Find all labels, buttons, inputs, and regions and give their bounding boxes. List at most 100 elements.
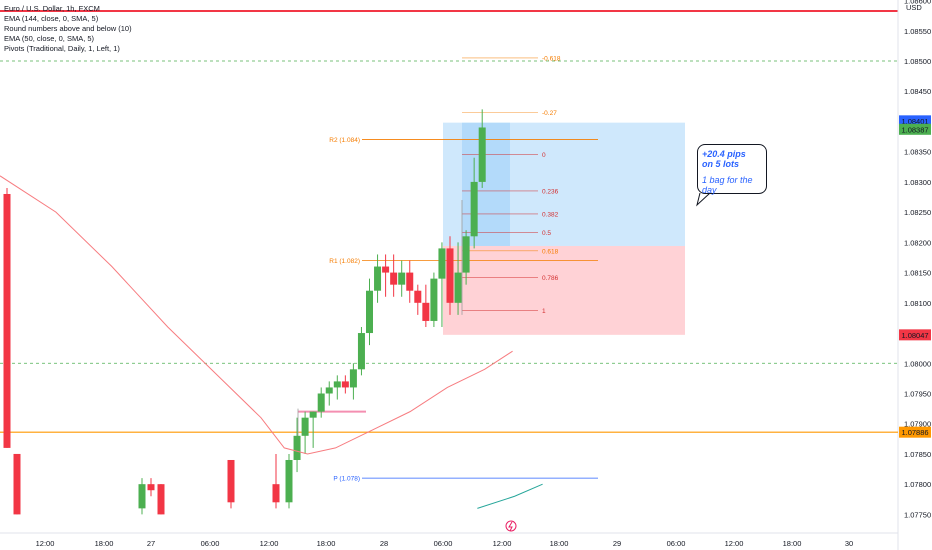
callout-tail [696, 192, 711, 207]
x-tick-label: 12:00 [36, 539, 55, 548]
fib-level-label: 1 [542, 308, 546, 315]
fib-level-label: 0.5 [542, 230, 551, 237]
candle-body[interactable] [446, 248, 454, 303]
x-tick-label: 12:00 [725, 539, 744, 548]
candle-body[interactable] [138, 484, 146, 509]
candle-body[interactable] [157, 484, 165, 515]
candle-body[interactable] [390, 272, 398, 285]
candle-body[interactable] [3, 193, 11, 448]
candle-body[interactable] [470, 181, 478, 237]
stop-zone[interactable] [443, 245, 685, 335]
candle-body[interactable] [285, 459, 293, 503]
price-badge [899, 115, 931, 127]
candle-body[interactable] [341, 381, 349, 388]
callout-note: 1 bag for the day [702, 175, 753, 195]
target-highlight [462, 122, 510, 246]
x-tick-label: 06:00 [201, 539, 220, 548]
price-badge-label: 1.07886 [901, 428, 928, 437]
y-tick-label: 1.07800 [904, 480, 931, 489]
fib-level-label: 0 [542, 152, 546, 159]
pivot-label: P (1.078) [333, 476, 360, 483]
indicator-pivots[interactable]: Pivots (Traditional, Daily, 1, Left, 1) [4, 44, 120, 53]
y-tick-label: 1.07950 [904, 389, 931, 398]
y-tick-label: 1.08150 [904, 269, 931, 278]
candle-body[interactable] [309, 411, 317, 418]
price-badge [899, 329, 931, 341]
y-tick-label: 1.08250 [904, 208, 931, 217]
chart-legend: Euro / U.S. Dollar, 1h, FXCM EMA (144, c… [4, 4, 132, 54]
candle-body[interactable] [301, 417, 309, 436]
candle-body[interactable] [430, 278, 438, 321]
candle-body[interactable] [325, 387, 333, 394]
currency-label: USD [906, 3, 922, 12]
y-tick-label: 1.08300 [904, 178, 931, 187]
candle-body[interactable] [366, 290, 373, 334]
candle-body[interactable] [454, 272, 462, 303]
x-tick-label: 18:00 [783, 539, 802, 548]
y-tick-label: 1.08100 [904, 299, 931, 308]
candle-body[interactable] [357, 333, 365, 370]
ema50-line[interactable] [0, 175, 513, 455]
x-tick-label: 12:00 [493, 539, 512, 548]
y-tick-label: 1.07900 [904, 420, 931, 429]
candle-body[interactable] [414, 290, 422, 303]
candle-body[interactable] [462, 236, 470, 273]
candle-body[interactable] [13, 453, 21, 515]
y-tick-label: 1.08550 [904, 27, 931, 36]
y-tick-label: 1.08200 [904, 238, 931, 247]
price-badge [899, 123, 931, 135]
x-tick-label: 27 [147, 539, 155, 548]
trade-result-callout[interactable]: +20.4 pips on 5 lots 1 bag for the day [697, 144, 767, 194]
symbol-title[interactable]: Euro / U.S. Dollar, 1h, FXCM [4, 4, 100, 13]
candle-body[interactable] [382, 266, 390, 273]
candle-body[interactable] [422, 302, 430, 321]
candle-body[interactable] [272, 484, 280, 503]
candle-body[interactable] [438, 248, 446, 279]
x-tick-label: 18:00 [550, 539, 569, 548]
price-badge [899, 426, 931, 438]
ema144-line[interactable] [477, 483, 543, 509]
event-icon[interactable] [505, 520, 517, 532]
fib-level-label: 0.236 [542, 188, 559, 195]
candle-body[interactable] [406, 272, 414, 291]
y-tick-label: 1.07750 [904, 510, 931, 519]
fib-level-label: 0.786 [542, 275, 559, 282]
indicator-ema50[interactable]: EMA (50, close, 0, SMA, 5) [4, 34, 95, 43]
fib-level-label: 0.618 [542, 248, 559, 255]
pivot-label: R1 (1.082) [329, 258, 360, 265]
candle-body[interactable] [478, 127, 486, 182]
callout-pips: +20.4 pips [702, 149, 746, 159]
candle-body[interactable] [349, 369, 357, 388]
candle-body[interactable] [374, 266, 382, 291]
y-tick-label: 1.08000 [904, 359, 931, 368]
y-tick-label: 1.07850 [904, 450, 931, 459]
candle-body[interactable] [333, 381, 341, 388]
x-tick-label: 18:00 [317, 539, 336, 548]
y-tick-label: 1.08500 [904, 57, 931, 66]
price-badge-label: 1.08401 [901, 117, 928, 126]
pivot-label: R2 (1.084) [329, 137, 360, 144]
x-tick-label: 28 [380, 539, 388, 548]
candle-body[interactable] [227, 459, 235, 503]
candle-body[interactable] [398, 272, 406, 285]
x-tick-label: 29 [613, 539, 621, 548]
candle-body[interactable] [147, 484, 155, 491]
callout-lots: on 5 lots [702, 158, 740, 169]
indicator-ema144[interactable]: EMA (144, close, 0, SMA, 5) [4, 14, 99, 23]
y-tick-label: 1.08600 [904, 0, 931, 6]
x-tick-label: 12:00 [260, 539, 279, 548]
x-tick-label: 18:00 [95, 539, 114, 548]
candle-body[interactable] [317, 393, 325, 412]
candle-body[interactable] [293, 435, 301, 460]
fib-level-label: -0.27 [542, 110, 557, 117]
fib-level-label: 0.382 [542, 211, 559, 218]
x-tick-label: 06:00 [434, 539, 453, 548]
x-tick-label: 30 [845, 539, 853, 548]
y-tick-label: 1.08450 [904, 87, 931, 96]
lightning-icon [508, 521, 513, 532]
indicator-round-numbers[interactable]: Round numbers above and below (10) [4, 24, 132, 33]
x-tick-label: 06:00 [667, 539, 686, 548]
price-badge-label: 1.08387 [901, 125, 928, 134]
price-badge-label: 1.08047 [901, 331, 928, 340]
